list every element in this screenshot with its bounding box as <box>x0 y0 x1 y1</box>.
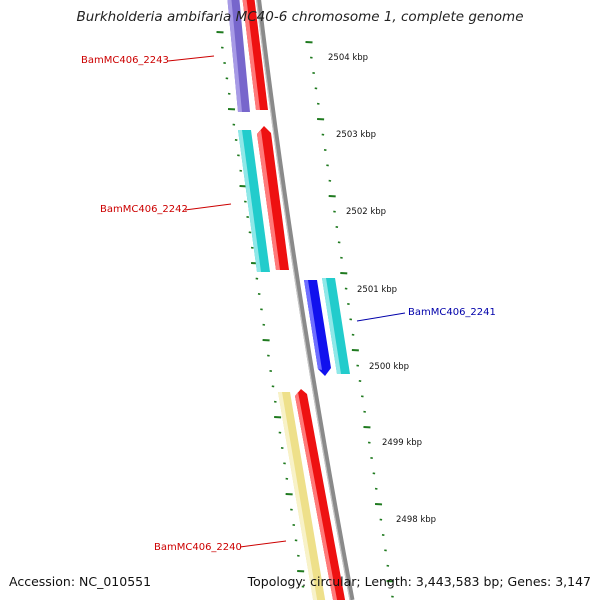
features <box>227 0 350 600</box>
map-title: Burkholderia ambifaria MC40-6 chromosome… <box>0 9 600 25</box>
gene-label-2243[interactable]: BamMC406_2243 <box>81 55 169 66</box>
scale-label: 2498 kbp <box>396 515 436 525</box>
accession-text: Accession: NC_010551 <box>9 574 151 589</box>
scale-label: 2500 kbp <box>369 362 409 372</box>
scale-label: 2501 kbp <box>357 285 397 295</box>
gene-label-2240[interactable]: BamMC406_2240 <box>154 542 242 553</box>
leader-line-2243 <box>168 56 214 61</box>
leader-line-2242 <box>185 204 231 210</box>
leader-line-2240 <box>240 541 286 547</box>
scale-label: 2504 kbp <box>328 53 368 63</box>
gene-label-2242[interactable]: BamMC406_2242 <box>100 204 188 215</box>
leader-line-2241 <box>357 313 405 321</box>
scale-label: 2499 kbp <box>382 438 422 448</box>
gene-label-2241[interactable]: BamMC406_2241 <box>408 307 496 318</box>
scale-label: 2503 kbp <box>336 130 376 140</box>
scale-label: 2502 kbp <box>346 207 386 217</box>
genome-summary-text: Topology: circular; Length: 3,443,583 bp… <box>248 574 591 589</box>
